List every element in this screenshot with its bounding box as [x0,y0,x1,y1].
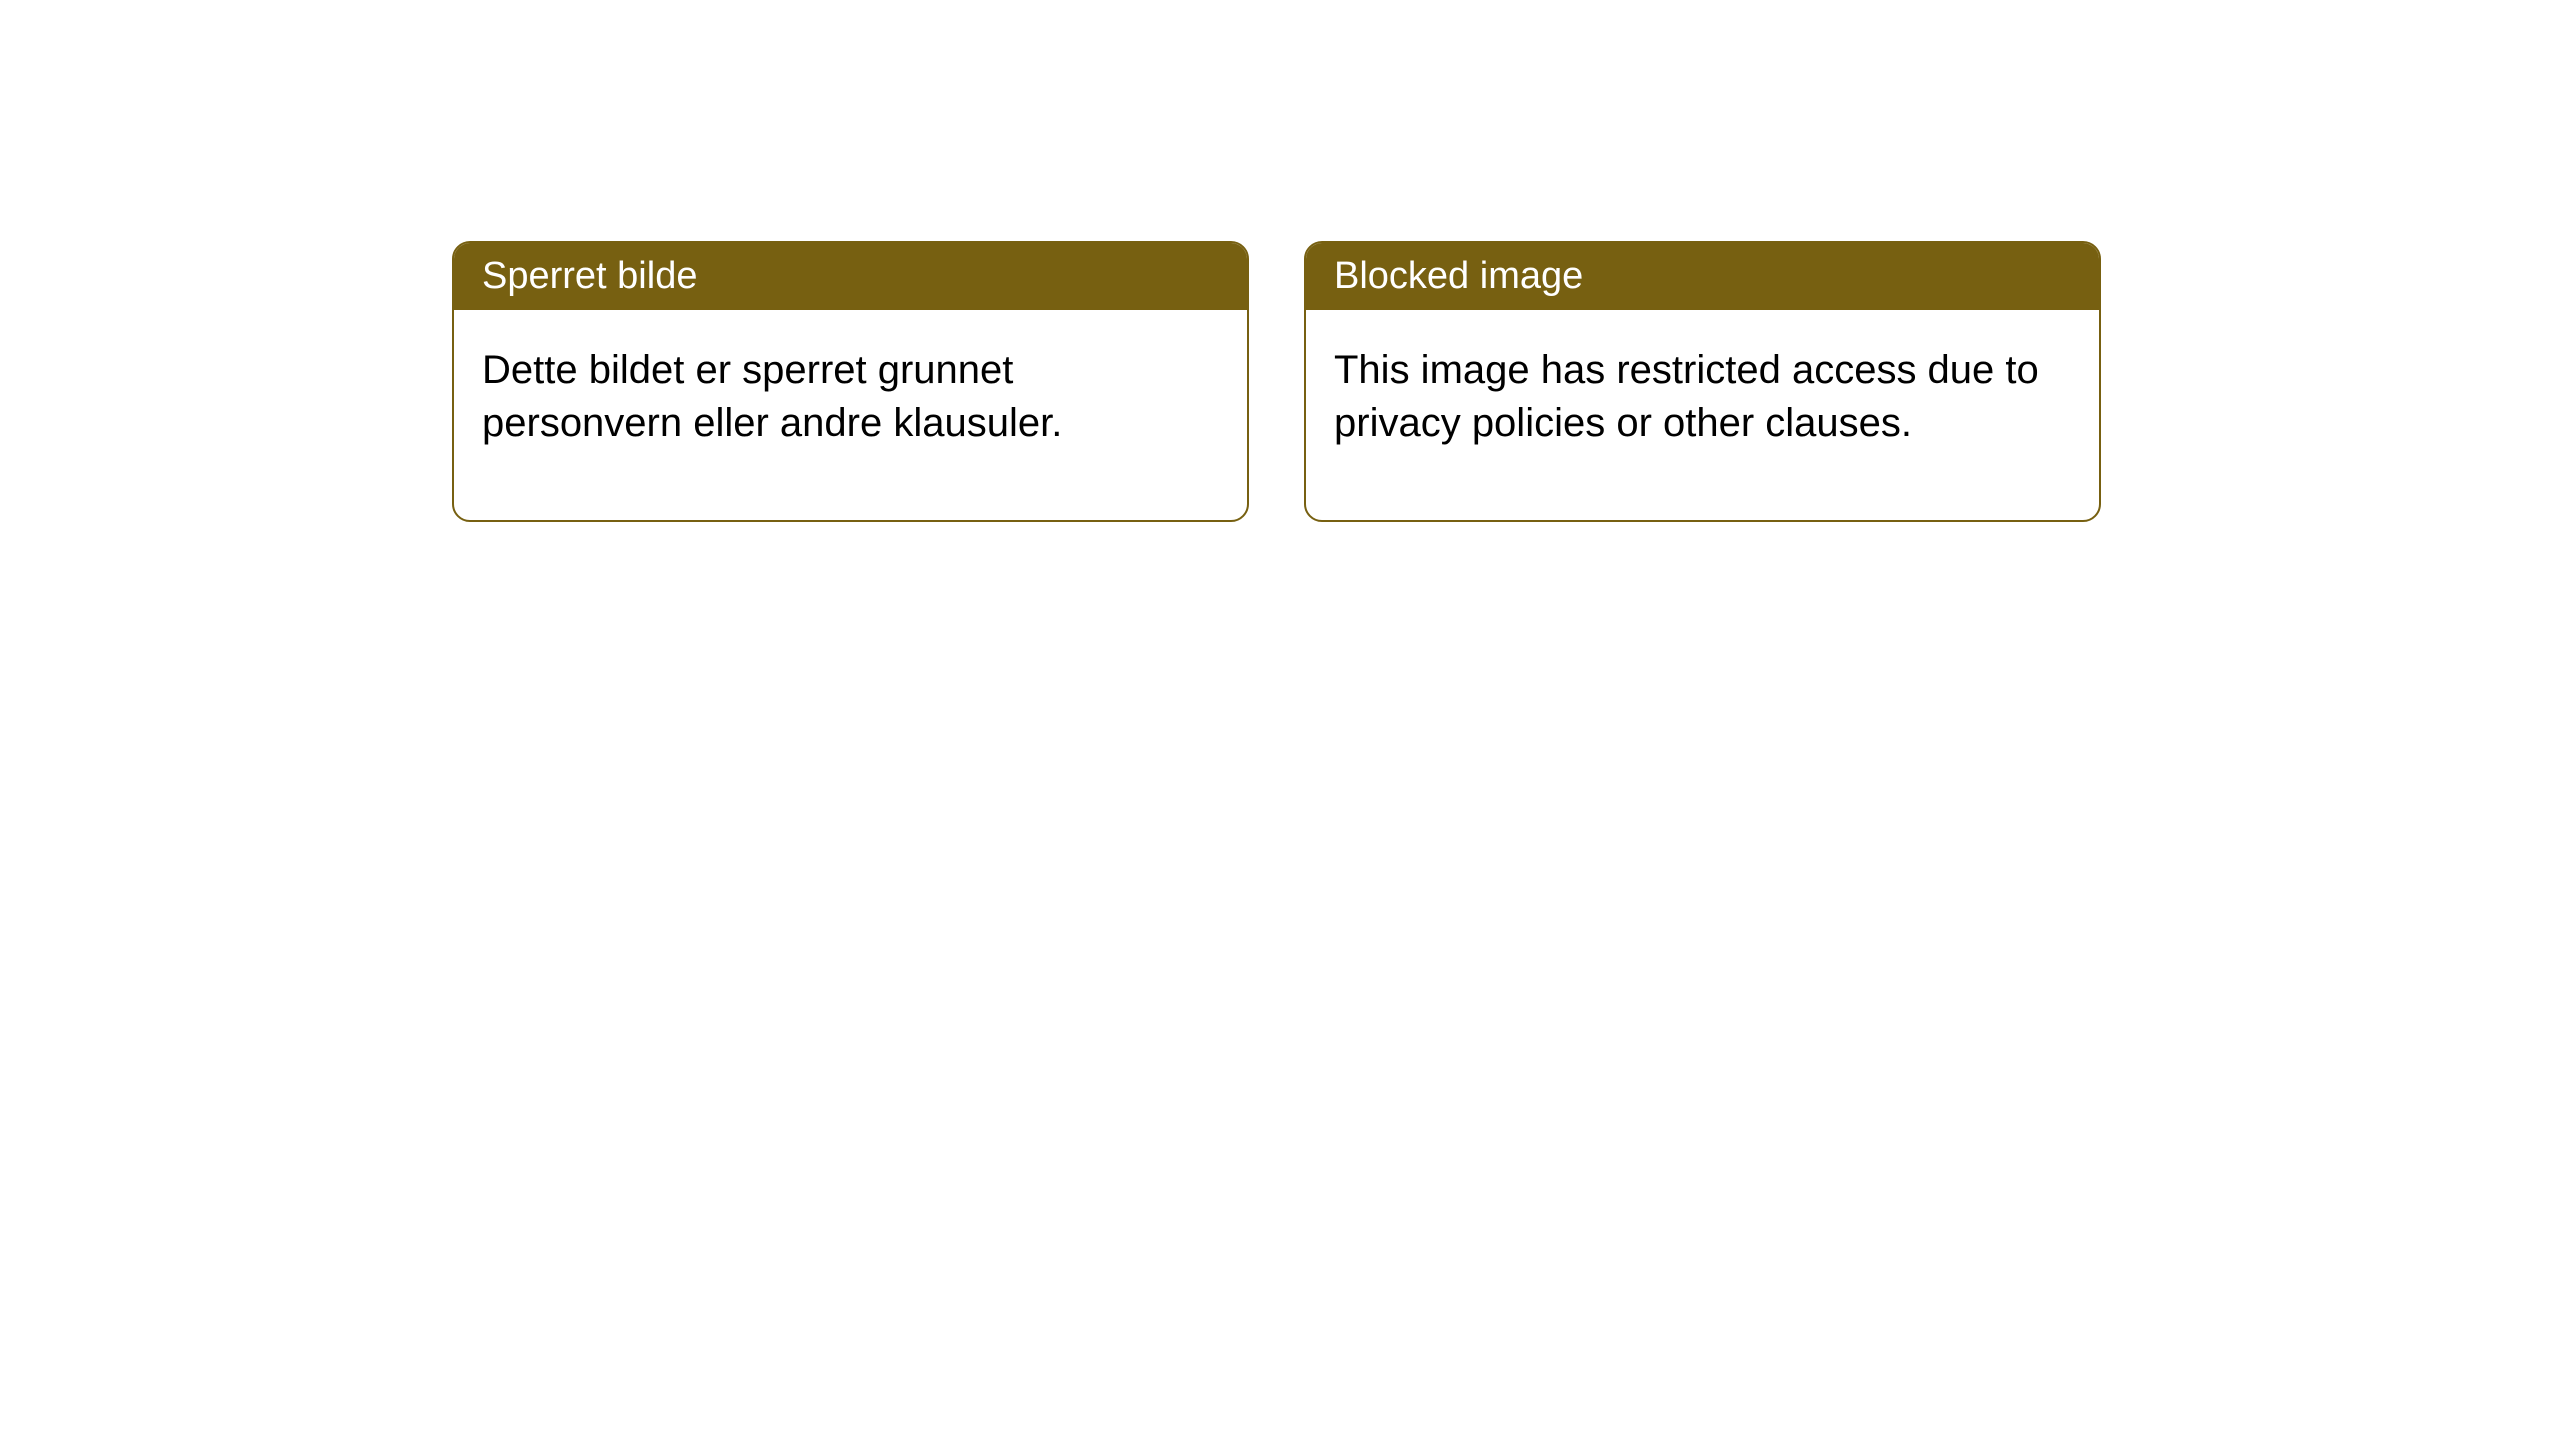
card-title: Sperret bilde [454,243,1247,310]
notice-card-norwegian: Sperret bilde Dette bildet er sperret gr… [452,241,1249,522]
notice-card-english: Blocked image This image has restricted … [1304,241,2101,522]
card-body-text: This image has restricted access due to … [1306,310,2099,520]
card-title: Blocked image [1306,243,2099,310]
card-body-text: Dette bildet er sperret grunnet personve… [454,310,1247,520]
notice-cards-row: Sperret bilde Dette bildet er sperret gr… [452,241,2560,522]
